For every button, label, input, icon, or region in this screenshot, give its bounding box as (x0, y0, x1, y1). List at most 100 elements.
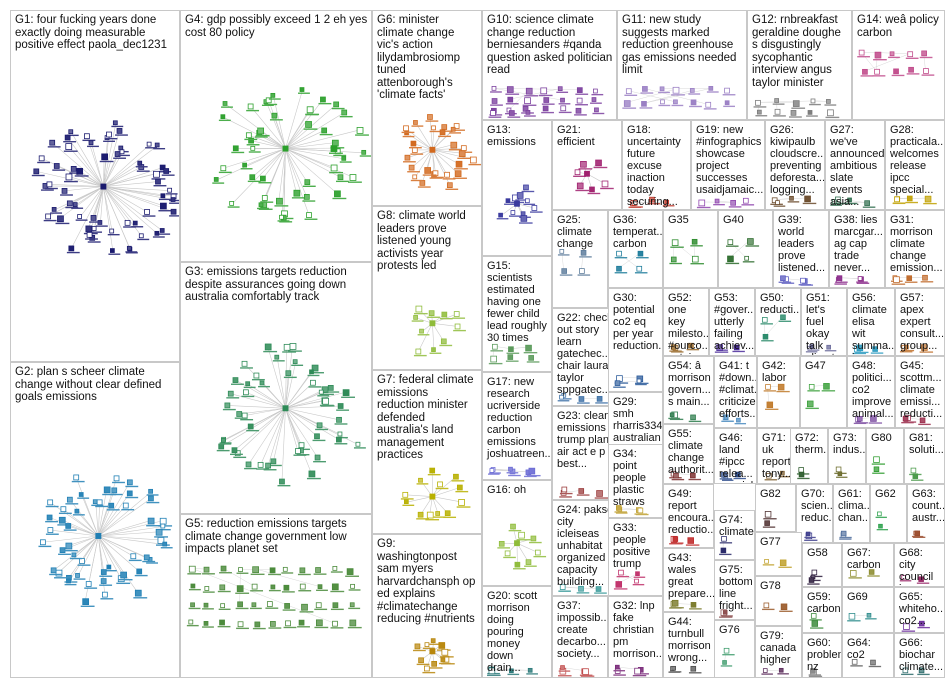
node (491, 85, 497, 91)
group-g15: G15: scientists estimated having one few… (482, 256, 552, 372)
node (919, 417, 926, 424)
group-g35: G35 (663, 210, 718, 288)
node-label-bar (888, 56, 900, 59)
group-label: G40 (723, 214, 744, 226)
group-g52-network (669, 342, 700, 353)
node-label-bar (219, 443, 232, 445)
node-label-bar (330, 590, 345, 593)
edge (285, 109, 310, 149)
node-label-bar (529, 211, 543, 213)
group-label: G41: t #down... #climat... criticize eff… (719, 360, 757, 420)
group-label: G47 (805, 360, 826, 372)
edge (58, 535, 99, 573)
node (528, 467, 536, 475)
node-label-bar (218, 171, 232, 174)
node-label-bar (503, 556, 516, 559)
node-label-bar (508, 474, 521, 477)
node (766, 473, 772, 479)
node (219, 584, 226, 591)
node-label-bar (99, 584, 113, 586)
node-label-bar (60, 194, 73, 196)
node (807, 110, 813, 115)
node (361, 149, 367, 155)
node-label-bar (31, 174, 45, 177)
node-label-bar (258, 182, 272, 184)
node-label-bar (306, 477, 321, 480)
edge (285, 408, 340, 440)
node-label-bar (315, 428, 328, 431)
node (144, 209, 150, 215)
node-label-bar (575, 189, 589, 192)
group-label: G16: oh (487, 484, 527, 496)
node (299, 583, 306, 590)
edge (267, 346, 286, 409)
node-label-bar (690, 245, 703, 247)
node-label-bar (226, 397, 240, 399)
node (270, 92, 276, 98)
node-label-bar (919, 351, 934, 353)
node-label-bar (250, 573, 265, 576)
node-label-bar (703, 108, 717, 110)
group-label: G61: clima... chan... (838, 488, 870, 524)
node-label-bar (339, 161, 352, 163)
node (868, 569, 875, 575)
hub-node (514, 540, 520, 547)
node-label-bar (762, 564, 775, 566)
node-label-bar (807, 390, 820, 392)
edge (100, 186, 104, 223)
group-g38: G38: lies marcgar... ag cap trade never.… (829, 210, 885, 288)
node (337, 174, 344, 181)
group-label: G70: scien... reduc... (801, 488, 833, 524)
node (918, 576, 924, 582)
group-g57: G57: apex expert consult... group... (895, 288, 945, 356)
group-g22-network (557, 392, 608, 404)
node (415, 348, 422, 355)
node (836, 275, 843, 281)
node (220, 165, 227, 172)
node-label-bar (921, 74, 935, 76)
node (902, 415, 909, 422)
node (673, 99, 678, 105)
group-g30-network (613, 375, 649, 388)
node (47, 499, 54, 506)
node (505, 198, 511, 203)
node-label-bar (125, 496, 139, 499)
node-label-bar (241, 395, 255, 398)
node-label-bar (809, 103, 821, 106)
group-g60: G60: problem nz (802, 633, 842, 678)
group-g8-network (411, 305, 466, 357)
node (771, 197, 778, 204)
node-label-bar (142, 215, 156, 217)
edge (285, 148, 345, 160)
node-label-bar (69, 557, 82, 560)
node-label-bar (904, 281, 918, 283)
edge (618, 252, 641, 269)
node-label-bar (916, 582, 930, 584)
node (222, 101, 228, 106)
node-label-bar (113, 157, 127, 159)
edge (103, 186, 113, 232)
node-label-bar (188, 588, 201, 591)
node-label-bar (720, 665, 733, 667)
node-label-bar (590, 102, 602, 104)
node-label-bar (417, 186, 431, 188)
node (92, 499, 98, 505)
edge (617, 380, 640, 383)
node-label-bar (429, 177, 443, 179)
node (120, 571, 127, 579)
edge (227, 405, 286, 409)
edge (50, 502, 99, 537)
node (134, 589, 142, 597)
node-label-bar (125, 251, 138, 253)
node (623, 100, 631, 107)
node-label-bar (906, 73, 920, 75)
node-label-bar (725, 262, 740, 265)
group-g68: G68: city council increas... (894, 543, 945, 587)
node (634, 578, 639, 584)
node (85, 225, 93, 233)
node-label-bar (802, 202, 817, 205)
node-label-bar (304, 218, 318, 220)
group-g47: G47 (800, 356, 847, 428)
edge (278, 148, 286, 201)
edge (248, 383, 286, 409)
